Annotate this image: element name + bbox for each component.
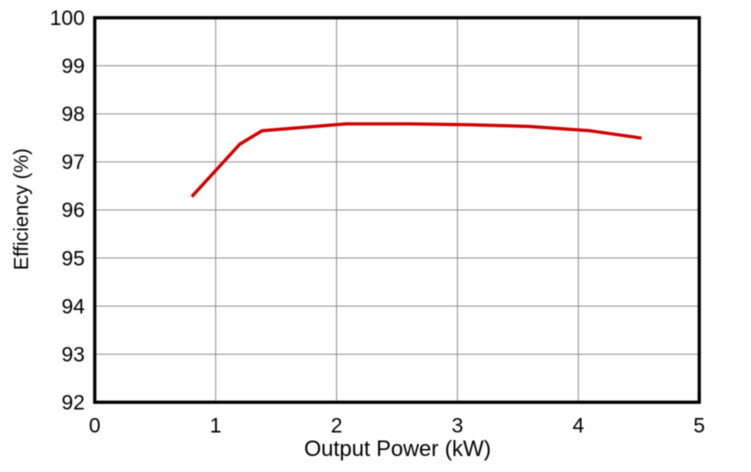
svg-text:Output Power (kW): Output Power (kW) <box>304 436 491 461</box>
svg-text:97: 97 <box>61 151 84 174</box>
svg-text:1: 1 <box>210 415 222 438</box>
svg-text:95: 95 <box>61 247 84 270</box>
svg-text:94: 94 <box>61 295 85 318</box>
svg-text:98: 98 <box>61 103 84 126</box>
svg-text:96: 96 <box>61 199 84 222</box>
svg-text:4: 4 <box>573 415 585 438</box>
svg-text:0: 0 <box>89 415 101 438</box>
svg-text:3: 3 <box>452 415 464 438</box>
svg-text:Efficiency (%): Efficiency (%) <box>11 148 33 270</box>
svg-text:5: 5 <box>693 415 705 438</box>
svg-text:100: 100 <box>50 7 85 30</box>
svg-text:93: 93 <box>61 343 84 366</box>
svg-text:2: 2 <box>331 415 343 438</box>
svg-text:92: 92 <box>61 392 84 415</box>
svg-text:99: 99 <box>61 55 84 78</box>
